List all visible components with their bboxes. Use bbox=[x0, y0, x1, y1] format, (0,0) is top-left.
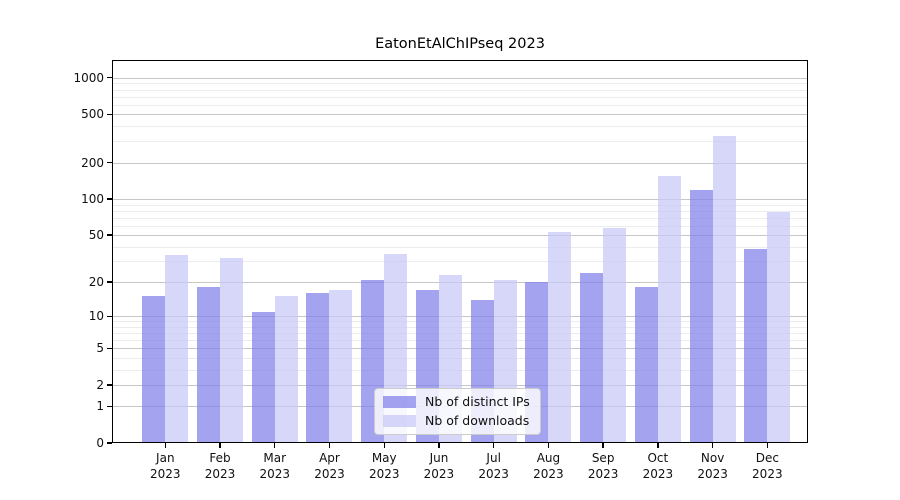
bar-downloads-aug bbox=[548, 232, 572, 443]
y-tick-mark bbox=[107, 315, 112, 317]
y-tick-label: 500 bbox=[81, 107, 104, 122]
bar-downloads-dec bbox=[767, 212, 791, 443]
legend-row-distinct-ips: Nb of distinct IPs bbox=[383, 395, 530, 409]
y-tick-mark bbox=[107, 113, 112, 115]
y-tick-mark bbox=[107, 77, 112, 79]
bar-distinct-ips-jan bbox=[142, 296, 166, 443]
gridline-major bbox=[112, 199, 808, 201]
y-tick-mark bbox=[107, 347, 112, 349]
plot-area: 0 1 2 5 10 20 50 100 200 500 1000 Jan 2023 Feb 2023 Ma… bbox=[73, 60, 808, 481]
x-tick-label: Aug 2023 bbox=[533, 451, 564, 481]
x-tick-label: May 2023 bbox=[368, 451, 400, 481]
gridline-minor bbox=[112, 217, 808, 219]
bar-downloads-sep bbox=[603, 228, 627, 443]
y-tick-label: 20 bbox=[88, 275, 104, 290]
gridline-major bbox=[112, 235, 808, 237]
y-tick-label: 2 bbox=[96, 377, 104, 392]
y-tick-mark bbox=[107, 161, 112, 164]
x-tick-mark bbox=[602, 443, 604, 448]
bar-distinct-ips-nov bbox=[689, 190, 713, 443]
y-tick-mark bbox=[107, 442, 112, 444]
bar-distinct-ips-dec bbox=[744, 249, 768, 443]
y-tick-label: 50 bbox=[88, 228, 104, 243]
y-tick-label: 200 bbox=[81, 155, 104, 170]
bar-distinct-ips-apr bbox=[306, 293, 330, 443]
legend-row-downloads: Nb of downloads bbox=[383, 414, 530, 428]
x-tick-label: Oct 2023 bbox=[642, 451, 674, 481]
x-tick-mark bbox=[547, 443, 550, 448]
x-tick-label: Dec 2023 bbox=[752, 451, 783, 481]
gridline-minor bbox=[112, 141, 808, 143]
y-tick-mark bbox=[107, 405, 112, 407]
legend-swatch-downloads-icon bbox=[383, 415, 416, 427]
gridline-major bbox=[112, 114, 808, 116]
x-tick-mark bbox=[438, 443, 440, 448]
y-tick-mark bbox=[107, 234, 112, 236]
x-tick-mark bbox=[383, 443, 385, 448]
x-tick-label: Nov 2023 bbox=[697, 451, 728, 481]
x-tick-label: Mar 2023 bbox=[259, 451, 291, 481]
gridline-minor bbox=[112, 96, 808, 98]
y-tick-label: 1000 bbox=[73, 70, 104, 85]
y-tick-label: 10 bbox=[88, 309, 104, 324]
x-tick-label: Jan 2023 bbox=[150, 451, 181, 481]
y-tick-label: 0 bbox=[96, 436, 104, 450]
x-tick-mark bbox=[711, 443, 714, 448]
bar-distinct-ips-feb bbox=[197, 287, 221, 443]
gridline-minor bbox=[112, 210, 808, 212]
bar-distinct-ips-oct bbox=[634, 287, 658, 443]
bar-downloads-mar bbox=[274, 296, 298, 443]
chart-title: EatonEtAlChIPseq 2023 bbox=[375, 36, 545, 52]
bar-downloads-apr bbox=[329, 290, 353, 443]
x-tick-mark bbox=[657, 443, 659, 448]
bar-distinct-ips-sep bbox=[580, 272, 604, 443]
gridline-minor bbox=[112, 261, 808, 263]
x-tick-label: Sep 2023 bbox=[587, 451, 619, 481]
x-tick-mark bbox=[219, 443, 221, 448]
y-tick-label: 1 bbox=[96, 399, 104, 414]
y-tick-label: 100 bbox=[81, 192, 104, 207]
legend-label-downloads: Nb of downloads bbox=[425, 413, 530, 428]
legend-swatch-distinct-ips-icon bbox=[383, 396, 416, 408]
bar-downloads-nov bbox=[712, 136, 736, 443]
x-tick-label: Jun 2023 bbox=[423, 451, 455, 481]
x-tick-mark bbox=[766, 443, 768, 448]
bar-downloads-feb bbox=[220, 258, 244, 443]
x-tick-mark bbox=[274, 443, 276, 448]
gridline-minor bbox=[112, 89, 808, 91]
y-tick-mark bbox=[107, 198, 112, 200]
bar-downloads-oct bbox=[657, 176, 681, 443]
x-tick-mark bbox=[164, 443, 166, 448]
x-tick-label: Feb 2023 bbox=[204, 451, 236, 481]
y-tick-label: 5 bbox=[96, 341, 104, 356]
gridline-minor bbox=[112, 83, 808, 85]
x-tick-mark bbox=[328, 443, 331, 448]
bar-distinct-ips-mar bbox=[251, 311, 275, 443]
legend: Nb of distinct IPs Nb of downloads bbox=[374, 388, 541, 435]
y-tick-mark bbox=[107, 384, 112, 386]
y-tick-mark bbox=[107, 281, 112, 283]
x-tick-label: Apr 2023 bbox=[314, 451, 345, 481]
legend-label-distinct-ips: Nb of distinct IPs bbox=[425, 394, 530, 409]
gridline-minor bbox=[112, 204, 808, 206]
gridline-major bbox=[112, 162, 808, 164]
gridline-minor bbox=[112, 126, 808, 128]
gridline-minor bbox=[112, 225, 808, 227]
bar-downloads-jan bbox=[165, 255, 189, 443]
x-tick-mark bbox=[493, 443, 495, 448]
gridline-major bbox=[112, 77, 808, 79]
x-tick-label: Jul 2023 bbox=[478, 451, 509, 481]
gridline-minor bbox=[112, 104, 808, 106]
gridline-minor bbox=[112, 246, 808, 248]
